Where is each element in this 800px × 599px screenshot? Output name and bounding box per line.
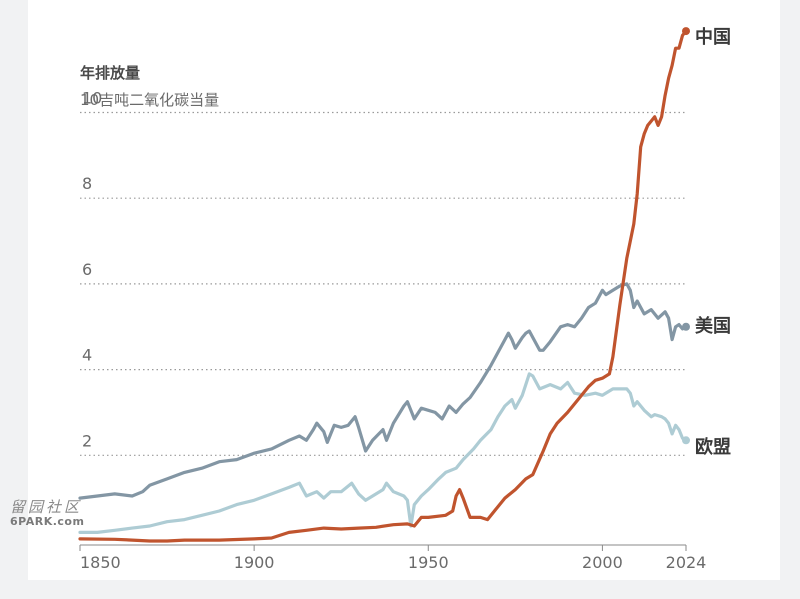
watermark-text: 留园社区 — [10, 498, 83, 516]
y-tick-label: 10 — [82, 89, 102, 108]
gridlines — [80, 111, 686, 546]
series-label-0: 中国 — [695, 26, 731, 48]
x-tick-label: 1950 — [408, 553, 449, 572]
series-endpoint-1 — [682, 322, 690, 331]
y-axis-unit: 10吉吨二氧化碳当量 — [80, 91, 220, 109]
series-line-0 — [78, 29, 688, 543]
series-line-1 — [78, 282, 688, 500]
series-endpoint-0 — [682, 27, 690, 36]
series-endpoint-2 — [682, 436, 690, 445]
y-tick-label: 2 — [82, 431, 92, 450]
series-label-1: 美国 — [695, 315, 731, 337]
x-tick-labels: 1850 1900 1950 2000 2024 — [79, 545, 707, 572]
series-label-2: 欧盟 — [695, 436, 731, 458]
y-tick-label: 6 — [82, 260, 92, 279]
y-tick-label: 4 — [82, 346, 92, 365]
x-tick-label: 1850 — [80, 553, 121, 572]
series-line-2 — [78, 372, 688, 534]
x-tick-label: 2024 — [666, 553, 707, 572]
watermark-logo: 留园社区 6PARK.com — [10, 498, 85, 528]
y-axis-title: 年排放量 — [80, 64, 141, 82]
x-tick-label: 2000 — [582, 553, 623, 572]
y-tick-label: 8 — [82, 174, 92, 193]
series-lines — [78, 27, 690, 543]
y-tick-labels: 2 4 6 8 10 — [82, 89, 102, 451]
x-tick-label: 1900 — [234, 553, 275, 572]
watermark-domain: 6PARK.com — [10, 514, 85, 528]
